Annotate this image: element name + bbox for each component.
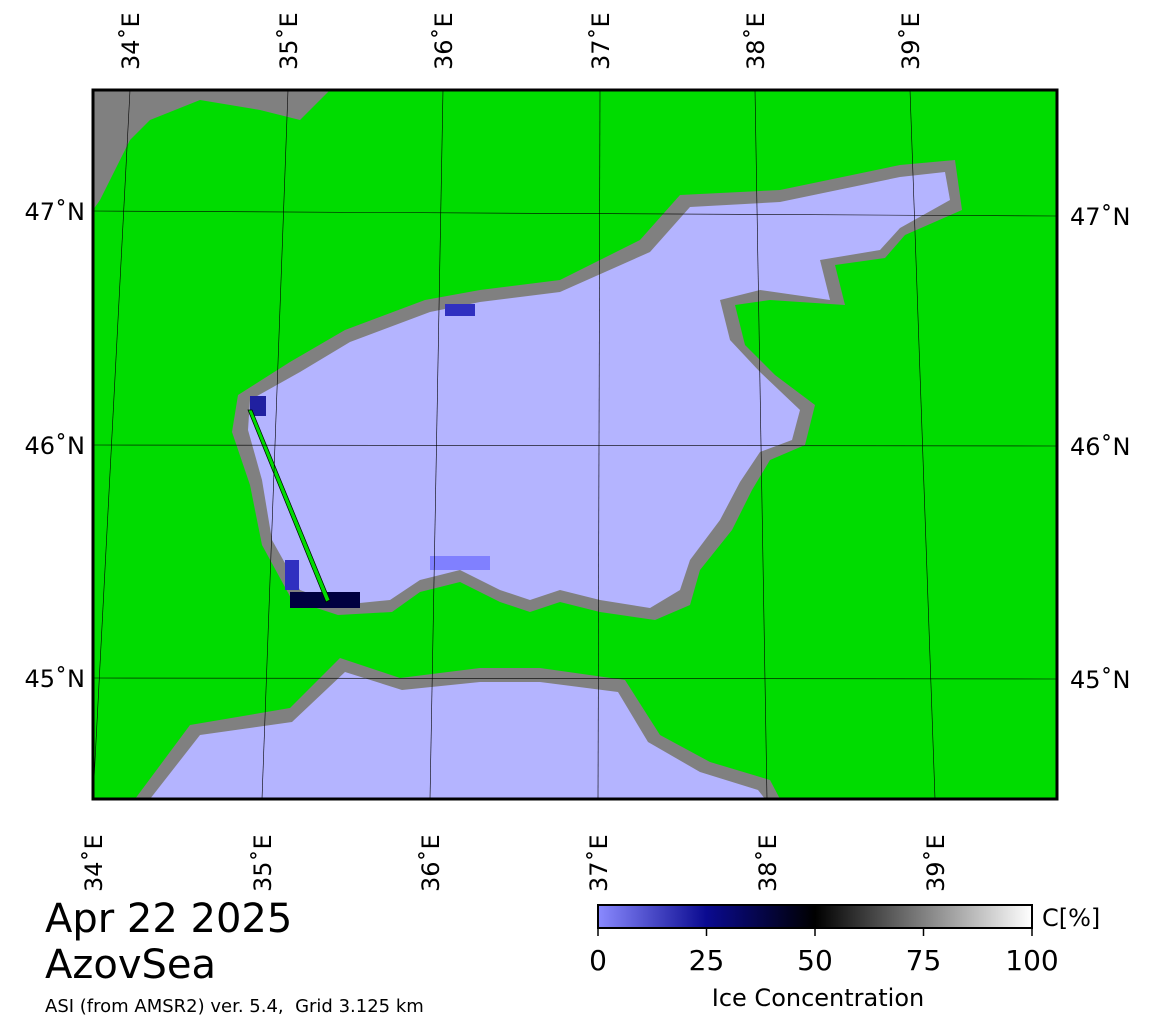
lon-label-bottom: 36˚E xyxy=(417,834,445,892)
lon-label-bottom: 34˚E xyxy=(80,834,108,892)
parallel xyxy=(93,444,1057,447)
colorbar-tick-label: 100 xyxy=(1005,944,1058,977)
colorbar-label: Ice Concentration xyxy=(712,984,924,1012)
black-sea xyxy=(150,672,765,799)
lon-label-top: 36˚E xyxy=(430,12,458,70)
ice-patch xyxy=(445,304,475,316)
map-area xyxy=(93,90,1057,799)
lat-label-right: 45˚N xyxy=(1070,666,1131,694)
parallel xyxy=(93,210,1057,217)
region-name: AzovSea xyxy=(45,942,216,988)
meridian xyxy=(429,90,444,799)
meridian xyxy=(909,90,936,799)
lat-label-left: 46˚N xyxy=(25,432,86,460)
ice-patch xyxy=(250,396,266,416)
colorbar-unit: C[%] xyxy=(1042,904,1100,932)
source-note: ASI (from AMSR2) ver. 5.4, Grid 3.125 km xyxy=(45,996,424,1017)
lon-label-bottom: 38˚E xyxy=(754,834,782,892)
lat-label-right: 47˚N xyxy=(1070,203,1131,231)
colorbar-tick-label: 75 xyxy=(906,944,942,977)
map-frame xyxy=(91,88,1059,801)
colorbar-tick-label: 0 xyxy=(589,944,607,977)
colorbar-tick-label: 50 xyxy=(797,944,833,977)
lon-label-bottom: 35˚E xyxy=(249,834,277,892)
parallel xyxy=(93,677,1057,680)
date: Apr 22 2025 xyxy=(45,896,292,942)
ice-patch xyxy=(285,560,299,590)
lon-label-top: 39˚E xyxy=(897,12,925,70)
lon-label-bottom: 37˚E xyxy=(585,834,613,892)
lat-label-left: 45˚N xyxy=(25,665,86,693)
lon-label-top: 37˚E xyxy=(587,12,615,70)
lon-label-bottom: 39˚E xyxy=(922,834,950,892)
lon-label-top: 34˚E xyxy=(117,12,145,70)
arabat-spit xyxy=(247,409,331,603)
ice-patch xyxy=(430,556,490,570)
meridian xyxy=(93,90,131,799)
colorbar-tick-label: 25 xyxy=(689,944,725,977)
lon-label-top: 38˚E xyxy=(742,12,770,70)
colorbar xyxy=(597,904,1033,929)
lon-label-top: 35˚E xyxy=(275,12,303,70)
meridian xyxy=(754,90,768,799)
lat-label-right: 46˚N xyxy=(1070,433,1131,461)
meridian xyxy=(261,90,289,799)
coast-band xyxy=(93,90,330,210)
meridian xyxy=(597,90,601,799)
lat-label-left: 47˚N xyxy=(25,198,86,226)
